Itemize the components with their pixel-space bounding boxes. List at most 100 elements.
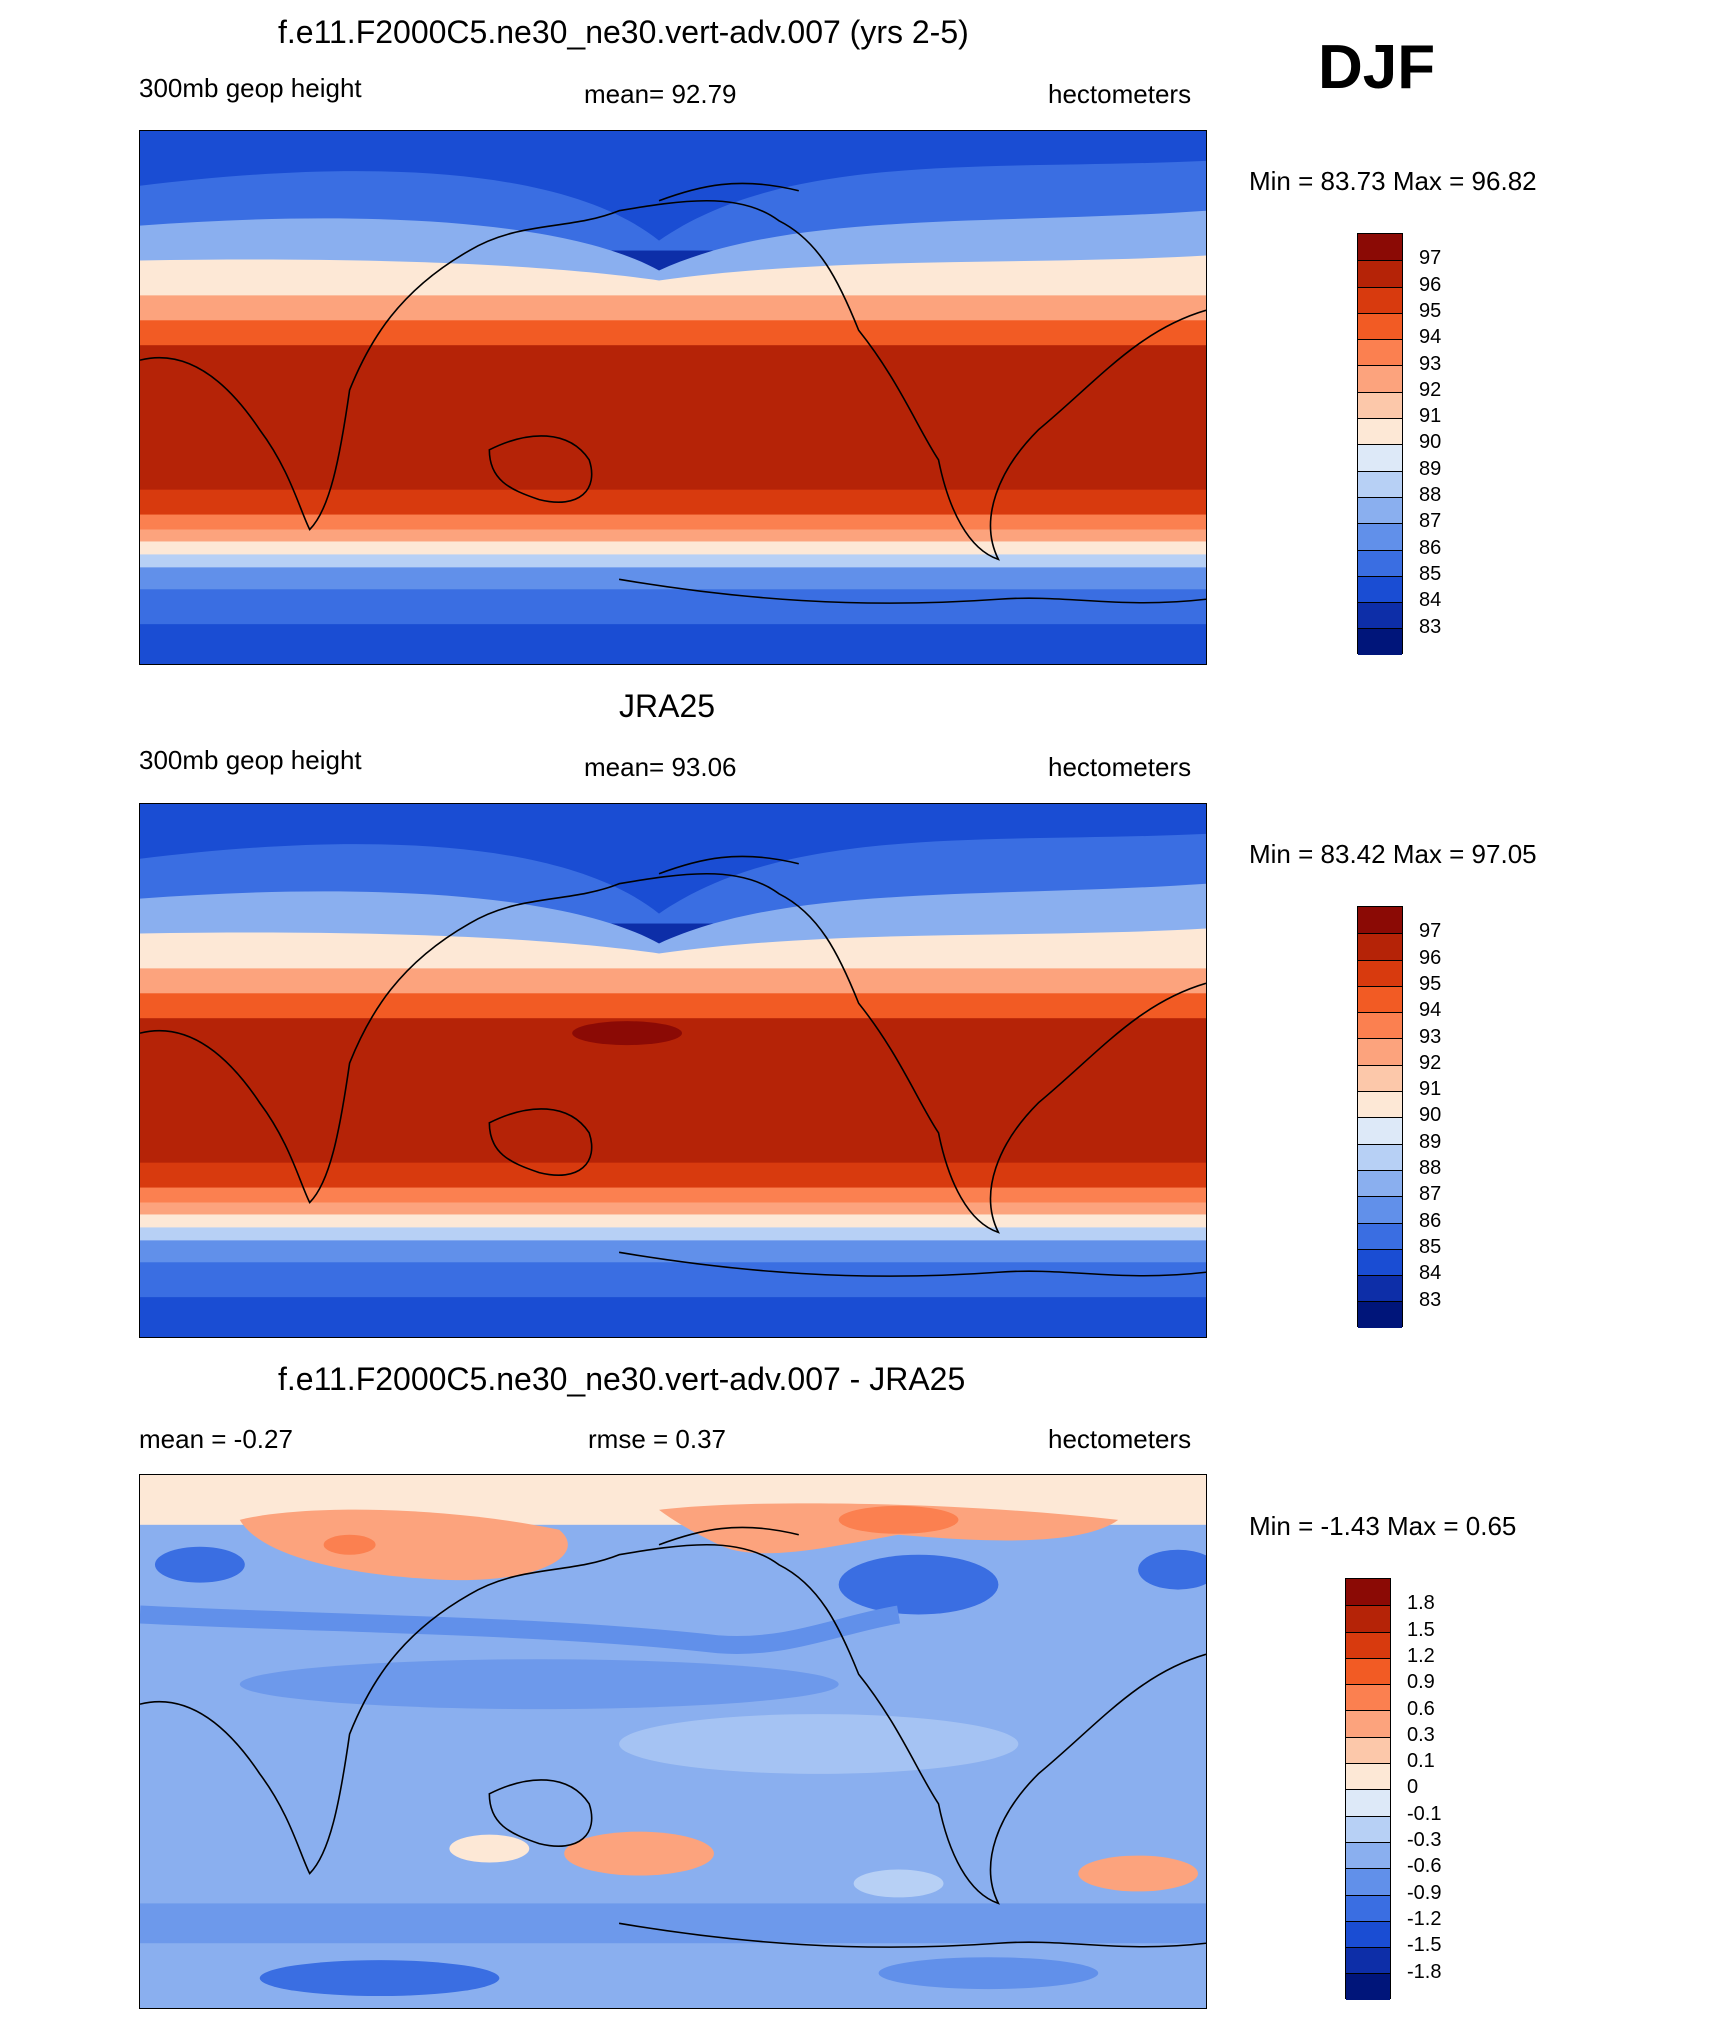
colorbar-swatch <box>1358 1117 1402 1144</box>
colorbar-swatch <box>1346 1973 1390 2000</box>
colorbar-tick-label: 89 <box>1419 457 1442 480</box>
colorbar-tick-label: 1.2 <box>1407 1644 1435 1667</box>
colorbar-swatch <box>1358 286 1402 313</box>
colorbar-tick-label: 91 <box>1419 1078 1442 1101</box>
panel-2-mean-label: mean= 93.06 <box>584 752 737 782</box>
panel-2-map <box>139 803 1207 1338</box>
colorbar-swatch <box>1358 985 1402 1013</box>
colorbar-swatch <box>1358 1196 1402 1223</box>
colorbar-swatch <box>1358 260 1402 287</box>
colorbar-swatch <box>1358 418 1402 445</box>
colorbar-swatch <box>1358 1143 1402 1170</box>
panel-3-mean-label: mean = -0.27 <box>139 1424 293 1454</box>
colorbar-swatch <box>1358 496 1402 524</box>
colorbar-swatch <box>1358 907 1402 934</box>
colorbar-tick-label: -0.3 <box>1407 1829 1442 1851</box>
colorbar-tick-label: 90 <box>1419 431 1442 454</box>
colorbar-swatch <box>1346 1947 1390 1974</box>
colorbar-swatch <box>1358 391 1402 419</box>
colorbar-tick-label: 90 <box>1419 1104 1442 1127</box>
colorbar-tick-label: 94 <box>1419 326 1442 349</box>
colorbar-tick-label: 86 <box>1419 536 1442 559</box>
colorbar-swatch <box>1358 1275 1402 1302</box>
colorbar-swatch <box>1358 549 1402 576</box>
colorbar-tick-label: -1.8 <box>1407 1960 1442 1983</box>
panel-1-map <box>139 130 1207 665</box>
colorbar-swatch <box>1346 1789 1390 1816</box>
panel-3-title: f.e11.F2000C5.ne30_ne30.vert-adv.007 - J… <box>278 1361 966 1397</box>
colorbar-swatch <box>1358 523 1402 550</box>
panel-1-colorbar-box <box>1357 233 1403 655</box>
colorbar-tick-label: 93 <box>1419 1025 1442 1048</box>
colorbar-tick-label: 85 <box>1419 1235 1442 1258</box>
colorbar-swatch <box>1346 1684 1390 1711</box>
colorbar-swatch <box>1358 1169 1402 1197</box>
colorbar-tick-label: 94 <box>1419 999 1442 1022</box>
panel-3-rmse-label: rmse = 0.37 <box>588 1424 727 1454</box>
colorbar-tick-label: 88 <box>1419 1157 1442 1179</box>
panel-1-units-label: hectometers <box>1048 79 1192 109</box>
colorbar-swatch <box>1346 1631 1390 1658</box>
colorbar-swatch <box>1358 1091 1402 1118</box>
colorbar-tick-label: 0.3 <box>1407 1723 1435 1746</box>
panel-1-variable-label: 300mb geop height <box>139 73 362 103</box>
panel-3-units-label: hectometers <box>1048 1424 1192 1454</box>
colorbar-swatch <box>1358 1064 1402 1092</box>
panel-1-title: f.e11.F2000C5.ne30_ne30.vert-adv.007 (yr… <box>278 14 969 50</box>
colorbar-tick-label: 93 <box>1419 352 1442 375</box>
colorbar-swatch <box>1358 933 1402 960</box>
colorbar-swatch <box>1346 1763 1390 1790</box>
colorbar-swatch <box>1358 470 1402 497</box>
colorbar-tick-label: 92 <box>1419 1051 1442 1074</box>
colorbar-tick-label: -1.2 <box>1407 1907 1442 1930</box>
colorbar-tick-label: 89 <box>1419 1130 1442 1153</box>
colorbar-swatch <box>1358 312 1402 340</box>
panel-2-map-svg <box>140 804 1206 1337</box>
colorbar-swatch <box>1358 1222 1402 1249</box>
colorbar-swatch <box>1358 602 1402 629</box>
colorbar-swatch <box>1358 234 1402 261</box>
panel-2-minmax: Min = 83.42 Max = 97.05 <box>1249 839 1537 869</box>
colorbar-tick-label: 91 <box>1419 405 1442 428</box>
colorbar-tick-label: 0.9 <box>1407 1671 1435 1694</box>
colorbar-swatch <box>1346 1736 1390 1764</box>
colorbar-swatch <box>1346 1710 1390 1737</box>
colorbar-tick-label: 0.1 <box>1407 1750 1435 1773</box>
panel-3-map-svg <box>140 1475 1206 2008</box>
colorbar-tick-label: 83 <box>1419 1288 1442 1311</box>
panel-1-minmax: Min = 83.73 Max = 96.82 <box>1249 166 1537 196</box>
colorbar-swatch <box>1346 1894 1390 1921</box>
colorbar-tick-label: 96 <box>1419 946 1442 969</box>
colorbar-tick-label: -0.9 <box>1407 1881 1442 1904</box>
colorbar-tick-label: 97 <box>1419 247 1442 270</box>
colorbar-tick-label: 0.6 <box>1407 1697 1435 1720</box>
colorbar-swatch <box>1346 1841 1390 1869</box>
panel-2-variable-label: 300mb geop height <box>139 745 362 775</box>
colorbar-tick-label: 1.8 <box>1407 1592 1435 1615</box>
colorbar-tick-label: 84 <box>1419 1262 1442 1285</box>
season-label: DJF <box>1318 33 1436 102</box>
panel-1-mean-label: mean= 92.79 <box>584 79 737 109</box>
colorbar-swatch <box>1346 1657 1390 1685</box>
colorbar-tick-label: -0.6 <box>1407 1855 1442 1878</box>
colorbar-tick-label: 92 <box>1419 378 1442 401</box>
colorbar-swatch <box>1358 339 1402 366</box>
colorbar-tick-label: 86 <box>1419 1209 1442 1232</box>
colorbar-swatch <box>1358 365 1402 392</box>
panel-3-colorbar-box <box>1345 1578 1391 2000</box>
colorbar-tick-label: 87 <box>1419 1183 1442 1206</box>
colorbar-swatch <box>1346 1868 1390 1895</box>
colorbar-tick-label: 87 <box>1419 510 1442 533</box>
panel-3-minmax: Min = -1.43 Max = 0.65 <box>1249 1511 1517 1541</box>
colorbar-tick-label: 95 <box>1419 972 1442 995</box>
panel-1-map-svg <box>140 131 1206 664</box>
colorbar-tick-label: 0 <box>1407 1776 1419 1799</box>
colorbar-tick-label: -1.5 <box>1407 1934 1442 1957</box>
colorbar-tick-label: 83 <box>1419 615 1442 638</box>
colorbar-tick-label: 1.5 <box>1407 1618 1435 1641</box>
colorbar-swatch <box>1346 1920 1390 1948</box>
colorbar-tick-label: 84 <box>1419 589 1442 612</box>
panel-2-title: JRA25 <box>619 688 716 724</box>
colorbar-tick-label: 88 <box>1419 484 1442 506</box>
panel-3-map <box>139 1474 1207 2009</box>
